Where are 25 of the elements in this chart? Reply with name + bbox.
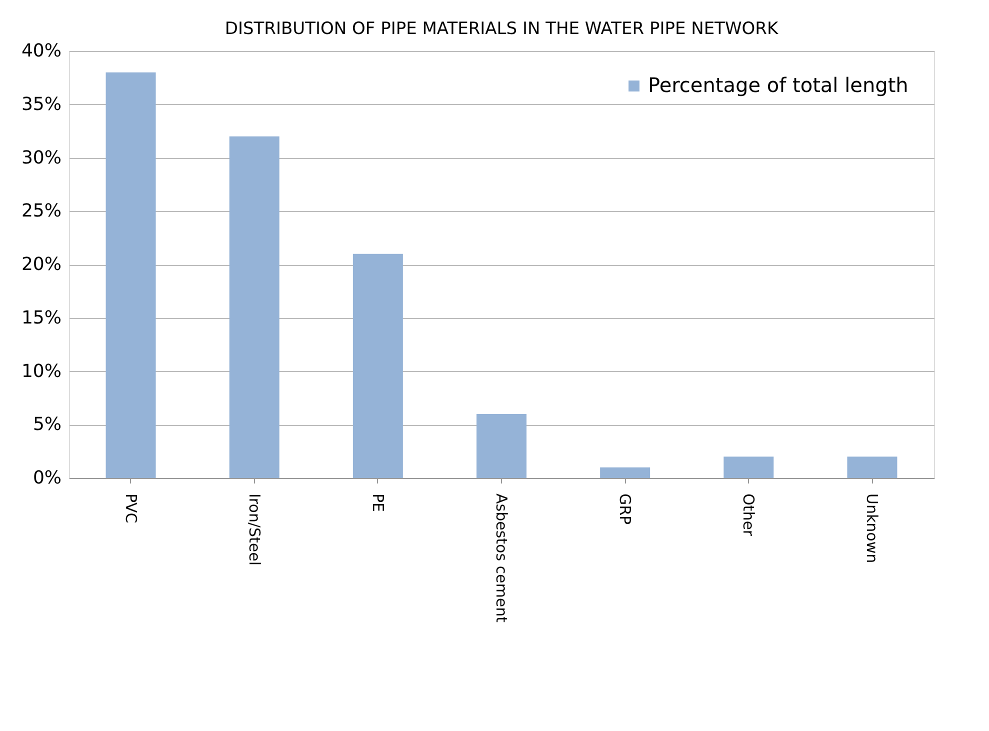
- bar: [724, 456, 774, 478]
- x-tick-label: Other: [740, 494, 758, 537]
- bar: [352, 254, 403, 478]
- y-tick-label: 20%: [21, 254, 62, 275]
- bar: [600, 467, 650, 478]
- y-tick-label: 25%: [21, 200, 62, 222]
- bar: [847, 456, 898, 478]
- x-tick-label: PE: [368, 494, 387, 512]
- x-tick-label: Unknown: [863, 494, 882, 564]
- bar: [106, 72, 156, 478]
- y-tick-label: 30%: [21, 147, 62, 168]
- x-tick-label: Asbestos cement: [492, 494, 510, 623]
- x-tick-label: GRP: [616, 494, 634, 525]
- bar: [229, 136, 280, 478]
- y-tick-label: 0%: [32, 468, 62, 488]
- x-tick-label: PVC: [122, 494, 140, 524]
- bar: [476, 414, 526, 478]
- y-tick-label: 40%: [21, 40, 62, 62]
- y-tick-label: 15%: [21, 307, 62, 328]
- chart-title: DISTRIBUTION OF PIPE MATERIALS IN THE WATER PIPE NETWORK: [224, 19, 779, 39]
- legend-label: Percentage of total length: [648, 73, 908, 97]
- x-tick-label: Iron/Steel: [245, 494, 264, 566]
- y-tick-label: 35%: [21, 94, 62, 115]
- y-tick-label: 5%: [32, 414, 62, 436]
- y-tick-label: 10%: [21, 360, 62, 382]
